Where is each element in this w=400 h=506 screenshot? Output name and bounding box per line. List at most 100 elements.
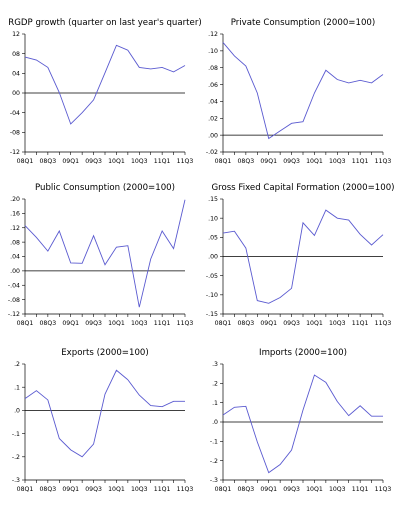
x-tick-label: 08Q1 — [17, 158, 34, 165]
y-tick-label: .08 — [10, 239, 20, 246]
x-tick-label: 10Q3 — [131, 486, 148, 493]
y-tick-label: -.08 — [8, 297, 20, 304]
series-line — [24, 199, 186, 308]
y-tick-label: -.3 — [12, 477, 20, 484]
x-tick-label: 09Q3 — [283, 320, 300, 327]
chart-title: Gross Fixed Capital Formation (2000=100) — [211, 183, 394, 193]
x-tick-label: 10Q3 — [329, 486, 346, 493]
chart-title: RGDP growth (quarter on last year's quar… — [8, 18, 201, 28]
y-tick-label: .2 — [212, 381, 218, 388]
y-tick-label: .00 — [208, 254, 218, 261]
y-tick-label: .0 — [14, 408, 20, 415]
y-tick-label: -12 — [10, 149, 20, 156]
y-tick-label: -08 — [10, 130, 20, 137]
y-tick-label: .10 — [208, 215, 218, 222]
x-tick-label: 11Q3 — [177, 320, 194, 327]
series-line — [222, 209, 384, 304]
x-tick-label: 09Q3 — [283, 158, 300, 165]
chart-title: Private Consumption (2000=100) — [231, 18, 376, 28]
y-tick-label: .00 — [10, 268, 20, 275]
y-tick-label: -.15 — [206, 311, 218, 318]
y-tick-label: .05 — [208, 235, 218, 242]
chart-title: Public Consumption (2000=100) — [35, 183, 175, 193]
y-tick-label: .12 — [208, 31, 218, 38]
x-tick-label: 11Q3 — [177, 486, 194, 493]
x-tick-label: 11Q1 — [352, 320, 369, 327]
y-tick-label: -.3 — [210, 477, 218, 484]
x-tick-label: 11Q1 — [154, 486, 171, 493]
x-tick-label: 11Q1 — [352, 486, 369, 493]
x-tick-label: 11Q3 — [375, 486, 392, 493]
x-tick-label: 10Q3 — [329, 320, 346, 327]
x-tick-label: 10Q1 — [108, 158, 125, 165]
y-tick-label: 08 — [12, 51, 20, 58]
x-tick-label: 09Q1 — [260, 486, 277, 493]
x-tick-label: 09Q1 — [62, 320, 79, 327]
x-tick-label: 11Q3 — [177, 158, 194, 165]
x-tick-label: 10Q3 — [329, 158, 346, 165]
chart-panel-5: Exports (2000=100) -.3 -.2 -.1 .0 .1 .2 08Q1 08Q… — [12, 348, 194, 493]
y-tick-label: .16 — [10, 211, 20, 218]
x-tick-label: 10Q3 — [131, 158, 148, 165]
y-tick-label: -.2 — [12, 454, 20, 461]
chart-panel-3: Public Consumption (2000=100) -.12 -.08 -.0… — [8, 183, 193, 327]
y-tick-label: -.02 — [206, 149, 218, 156]
y-tick-label: .1 — [212, 400, 218, 407]
y-tick-label: .2 — [14, 361, 20, 368]
x-tick-label: 08Q1 — [215, 158, 232, 165]
y-tick-label: .10 — [208, 48, 218, 55]
x-tick-label: 08Q1 — [17, 486, 34, 493]
x-tick-label: 09Q1 — [260, 158, 277, 165]
y-tick-label: .02 — [208, 115, 218, 122]
x-tick-label: 09Q3 — [85, 320, 102, 327]
x-tick-label: 10Q1 — [108, 486, 125, 493]
chart-panel-6: Imports (2000=100) -.3 -.2 -.1 .0 .1 .2 .3 08Q1 0… — [210, 348, 392, 493]
x-tick-label: 08Q3 — [40, 158, 57, 165]
x-tick-label: 11Q1 — [154, 320, 171, 327]
x-tick-label: 08Q3 — [40, 320, 57, 327]
y-tick-label: .06 — [208, 82, 218, 89]
y-tick-label: .1 — [14, 384, 20, 391]
x-tick-label: 08Q3 — [238, 320, 255, 327]
x-tick-label: 08Q3 — [238, 486, 255, 493]
x-tick-label: 11Q3 — [375, 320, 392, 327]
x-tick-label: 09Q1 — [260, 320, 277, 327]
x-tick-label: 11Q1 — [352, 158, 369, 165]
x-tick-label: 08Q1 — [17, 320, 34, 327]
x-tick-label: 09Q3 — [85, 486, 102, 493]
chart-panel-2: Private Consumption (2000=100) -.02 .00 .02… — [206, 18, 391, 165]
y-tick-label: .20 — [10, 196, 20, 203]
y-tick-label: 00 — [12, 90, 20, 97]
y-tick-label: .00 — [208, 132, 218, 139]
x-tick-label: 11Q3 — [375, 158, 392, 165]
x-tick-label: 11Q1 — [154, 158, 171, 165]
x-tick-label: 10Q3 — [131, 320, 148, 327]
x-tick-label: 10Q1 — [306, 320, 323, 327]
y-tick-label: .04 — [10, 254, 20, 261]
chart-panel-4: Gross Fixed Capital Formation (2000=100)… — [206, 183, 395, 327]
x-tick-label: 08Q3 — [40, 486, 57, 493]
y-tick-label: -.05 — [206, 273, 218, 280]
y-tick-label: -.2 — [210, 458, 218, 465]
y-tick-label: .12 — [10, 225, 20, 232]
x-tick-label: 10Q1 — [306, 158, 323, 165]
y-tick-label: -.1 — [210, 439, 218, 446]
y-tick-label: .08 — [208, 65, 218, 72]
chart-title: Imports (2000=100) — [259, 348, 347, 358]
y-tick-label: .04 — [208, 99, 218, 106]
series-line — [222, 42, 384, 140]
x-tick-label: 08Q1 — [215, 320, 232, 327]
y-tick-label: .0 — [212, 419, 218, 426]
y-tick-label: -04 — [10, 110, 20, 117]
y-tick-label: -.1 — [12, 431, 20, 438]
series-line — [24, 369, 185, 458]
x-tick-label: 09Q3 — [283, 486, 300, 493]
x-tick-label: 09Q1 — [62, 158, 79, 165]
y-tick-label: 12 — [12, 31, 20, 38]
chart-panel-1: RGDP growth (quarter on last year's quar… — [8, 18, 201, 165]
y-tick-label: .15 — [208, 196, 218, 203]
y-tick-label: .3 — [212, 361, 218, 368]
y-tick-label: 04 — [12, 71, 20, 78]
x-tick-label: 10Q1 — [108, 320, 125, 327]
